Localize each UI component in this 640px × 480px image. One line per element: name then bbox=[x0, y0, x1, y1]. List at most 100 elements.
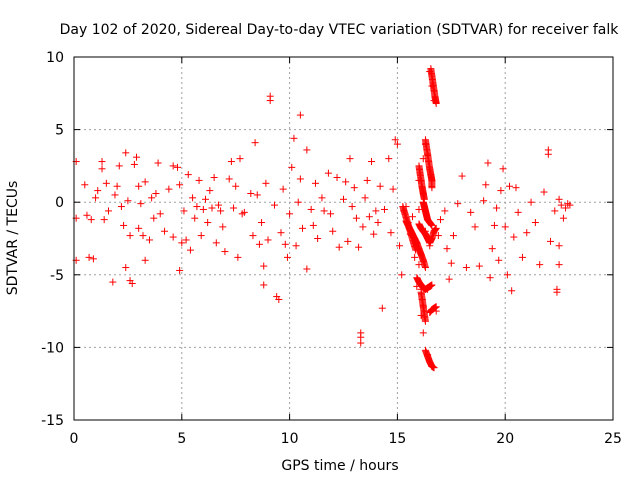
data-point bbox=[277, 229, 285, 237]
data-point bbox=[87, 216, 95, 224]
data-point bbox=[559, 214, 567, 222]
data-point bbox=[137, 200, 145, 208]
data-point bbox=[227, 158, 235, 166]
data-point bbox=[281, 240, 289, 248]
data-point bbox=[462, 264, 470, 272]
data-point bbox=[482, 181, 490, 189]
data-point bbox=[531, 219, 539, 227]
data-point bbox=[340, 195, 347, 203]
data-point bbox=[311, 179, 319, 187]
data-point bbox=[493, 204, 501, 212]
data-point bbox=[236, 155, 244, 163]
data-point bbox=[437, 216, 445, 224]
dense-arc-point bbox=[430, 364, 438, 372]
data-point bbox=[344, 237, 352, 245]
dense-arc-point bbox=[432, 303, 440, 311]
data-point bbox=[292, 242, 300, 250]
data-point bbox=[385, 155, 393, 163]
data-point bbox=[92, 194, 100, 202]
x-tick-label: 15 bbox=[388, 431, 406, 447]
data-point bbox=[553, 288, 561, 296]
data-point bbox=[225, 175, 233, 183]
y-tick-label: -15 bbox=[41, 413, 64, 429]
dense-arc-point bbox=[428, 184, 436, 192]
dense-arc-point bbox=[421, 317, 429, 325]
data-point bbox=[536, 261, 544, 269]
data-point bbox=[199, 205, 207, 213]
data-point bbox=[458, 172, 466, 180]
data-point bbox=[83, 211, 91, 219]
tick-marks bbox=[73, 56, 614, 421]
data-point bbox=[135, 182, 143, 190]
x-tick-label: 25 bbox=[604, 431, 622, 447]
data-point bbox=[232, 182, 240, 190]
data-point bbox=[208, 204, 216, 212]
data-point bbox=[393, 140, 401, 148]
data-point bbox=[221, 248, 229, 256]
data-point bbox=[122, 149, 130, 157]
data-point bbox=[122, 264, 130, 272]
data-point bbox=[247, 189, 255, 197]
data-point bbox=[551, 207, 559, 215]
data-point bbox=[389, 185, 397, 193]
data-point bbox=[506, 182, 514, 190]
dense-arc-point bbox=[428, 221, 436, 229]
data-point bbox=[219, 223, 227, 231]
data-point bbox=[260, 262, 268, 270]
data-point bbox=[475, 262, 483, 270]
data-point bbox=[212, 239, 220, 247]
data-point bbox=[508, 287, 516, 295]
data-point bbox=[283, 253, 291, 261]
data-point bbox=[249, 232, 257, 240]
data-point bbox=[490, 221, 498, 229]
data-point bbox=[471, 223, 479, 231]
data-point bbox=[408, 213, 416, 221]
data-point bbox=[333, 174, 341, 182]
data-point bbox=[173, 163, 181, 171]
data-point bbox=[348, 203, 356, 211]
y-tick-labels: -15 -10 -5 0 5 10 bbox=[41, 50, 64, 429]
data-point bbox=[262, 179, 270, 187]
data-point bbox=[335, 243, 343, 251]
data-point bbox=[176, 266, 184, 274]
data-point bbox=[178, 239, 186, 247]
data-point bbox=[240, 208, 248, 216]
data-point bbox=[370, 230, 378, 238]
data-point bbox=[350, 184, 358, 192]
data-point bbox=[555, 195, 563, 203]
x-axis-label: GPS time / hours bbox=[281, 458, 398, 474]
data-point bbox=[342, 178, 350, 186]
data-point bbox=[94, 187, 102, 195]
data-point bbox=[518, 253, 526, 261]
y-tick-label: -10 bbox=[41, 340, 64, 356]
data-point bbox=[499, 165, 507, 173]
data-point bbox=[165, 185, 173, 193]
data-point bbox=[497, 187, 505, 195]
data-point bbox=[115, 162, 123, 170]
data-point bbox=[290, 134, 298, 142]
data-point bbox=[307, 205, 315, 213]
data-point bbox=[135, 224, 143, 232]
data-point bbox=[303, 265, 311, 273]
y-axis-label: SDTVAR / TECUs bbox=[5, 181, 21, 296]
data-point bbox=[152, 189, 160, 197]
data-point bbox=[100, 216, 108, 224]
data-point bbox=[503, 271, 511, 279]
data-point bbox=[419, 329, 427, 337]
data-point bbox=[365, 213, 373, 221]
data-point bbox=[255, 240, 263, 248]
x-tick-labels: 0 5 10 15 20 25 bbox=[70, 431, 622, 447]
y-tick-label: 10 bbox=[46, 50, 64, 66]
data-point bbox=[546, 237, 554, 245]
data-point bbox=[447, 259, 455, 267]
data-point bbox=[544, 146, 552, 154]
data-point bbox=[117, 203, 125, 211]
data-point bbox=[374, 219, 382, 227]
data-point bbox=[357, 339, 365, 347]
data-point bbox=[264, 236, 272, 244]
data-point bbox=[355, 243, 363, 251]
data-point bbox=[294, 198, 302, 206]
x-tick-label: 20 bbox=[496, 431, 514, 447]
data-point bbox=[186, 246, 194, 254]
